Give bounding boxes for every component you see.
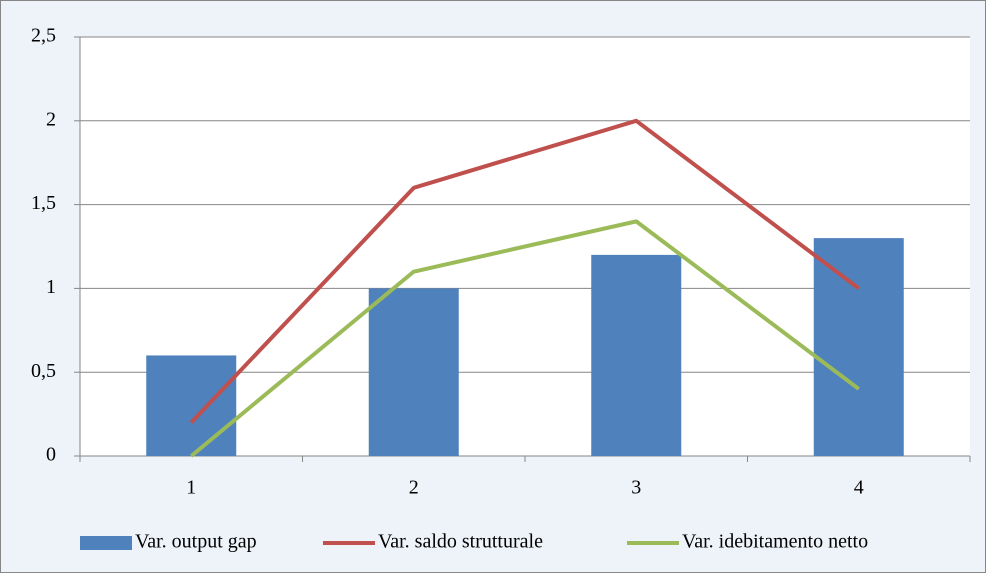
bar — [813, 238, 904, 456]
legend-label: Var. output gap — [135, 531, 257, 553]
y-tick-label: 2 — [46, 108, 56, 130]
line — [189, 219, 860, 458]
y-tick-label: 1,5 — [31, 192, 56, 214]
bar — [591, 254, 682, 456]
y-tick-label: 1 — [46, 276, 56, 298]
x-tick-label: 3 — [631, 477, 641, 499]
bar — [368, 288, 459, 456]
bar — [146, 355, 237, 456]
y-tick-label: 0,5 — [31, 360, 56, 382]
x-tick-label: 1 — [186, 477, 196, 499]
x-tick-label: 4 — [854, 477, 864, 499]
legend-label: Var. saldo strutturale — [378, 531, 543, 553]
y-tick-label: 2,5 — [31, 25, 56, 47]
line — [189, 118, 860, 424]
legend-swatch — [80, 536, 132, 550]
x-tick-label: 2 — [409, 477, 419, 499]
y-tick-label: 0 — [46, 444, 56, 466]
legend-label: Var. idebitamento netto — [682, 531, 868, 553]
